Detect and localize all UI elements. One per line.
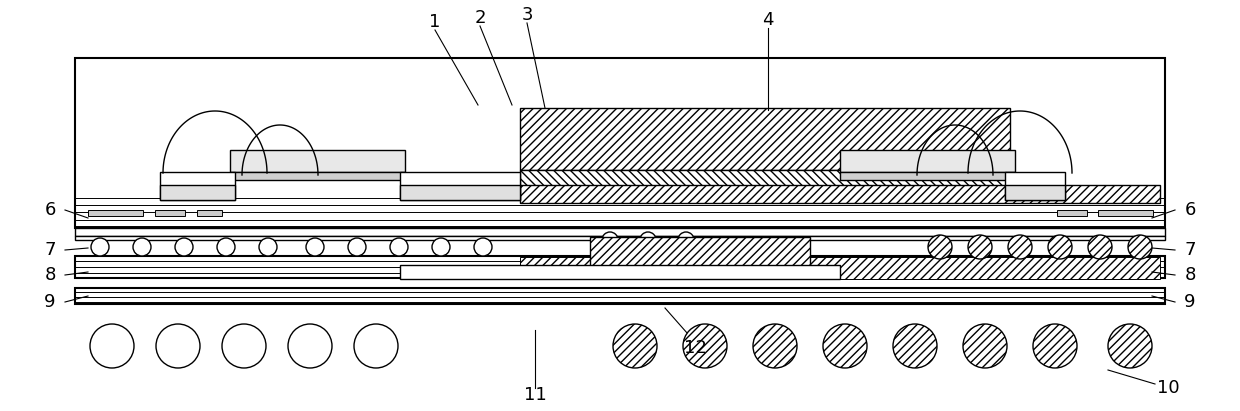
Text: 7: 7 [45, 241, 56, 259]
Circle shape [133, 238, 151, 256]
Circle shape [391, 238, 408, 256]
Text: 11: 11 [523, 386, 547, 404]
Circle shape [1128, 235, 1152, 259]
Bar [520, 108, 1011, 170]
Bar [74, 288, 1166, 304]
Circle shape [1008, 235, 1032, 259]
Text: 2: 2 [474, 9, 486, 27]
Circle shape [963, 324, 1007, 368]
Bar [74, 58, 1166, 228]
Bar [229, 172, 405, 180]
Bar [160, 172, 236, 200]
Text: 4: 4 [763, 11, 774, 29]
Circle shape [353, 324, 398, 368]
Bar [1056, 210, 1087, 216]
Text: 12: 12 [683, 339, 707, 357]
Bar [74, 236, 1166, 240]
Circle shape [91, 238, 109, 256]
Text: 9: 9 [1184, 293, 1195, 311]
Text: 10: 10 [1157, 379, 1179, 397]
Circle shape [175, 238, 193, 256]
Bar [520, 170, 1011, 200]
Bar [74, 228, 1166, 236]
Circle shape [1087, 235, 1112, 259]
Bar [1004, 172, 1065, 200]
Circle shape [683, 324, 727, 368]
Bar [160, 185, 236, 200]
Text: 6: 6 [1184, 201, 1195, 219]
Circle shape [348, 238, 366, 256]
Circle shape [928, 235, 952, 259]
Circle shape [968, 235, 992, 259]
Circle shape [259, 238, 277, 256]
Bar [520, 257, 1159, 279]
Circle shape [893, 324, 937, 368]
Bar [401, 185, 520, 200]
Circle shape [288, 324, 332, 368]
Bar [197, 210, 222, 216]
Bar [520, 185, 1159, 203]
Text: 6: 6 [45, 201, 56, 219]
Text: 7: 7 [1184, 241, 1195, 259]
Bar [590, 237, 810, 272]
Circle shape [222, 324, 267, 368]
Circle shape [753, 324, 797, 368]
Circle shape [474, 238, 492, 256]
Circle shape [640, 232, 656, 248]
Bar [74, 256, 1166, 278]
Text: 8: 8 [1184, 266, 1195, 284]
Text: 8: 8 [45, 266, 56, 284]
Bar [155, 210, 185, 216]
Bar [1004, 185, 1065, 200]
Circle shape [217, 238, 236, 256]
Circle shape [1033, 324, 1078, 368]
Text: 1: 1 [429, 13, 440, 31]
Bar [88, 210, 143, 216]
Circle shape [601, 232, 618, 248]
Circle shape [432, 238, 450, 256]
Bar [839, 172, 1016, 180]
Circle shape [1109, 324, 1152, 368]
Circle shape [306, 238, 324, 256]
Circle shape [1048, 235, 1073, 259]
Circle shape [823, 324, 867, 368]
Text: 9: 9 [45, 293, 56, 311]
Circle shape [678, 232, 694, 248]
Circle shape [91, 324, 134, 368]
Bar [1097, 210, 1153, 216]
Circle shape [613, 324, 657, 368]
Text: 3: 3 [521, 6, 533, 24]
Bar [839, 150, 1016, 172]
Bar [401, 265, 839, 279]
Bar [229, 150, 405, 172]
Circle shape [156, 324, 200, 368]
Bar [401, 172, 520, 200]
